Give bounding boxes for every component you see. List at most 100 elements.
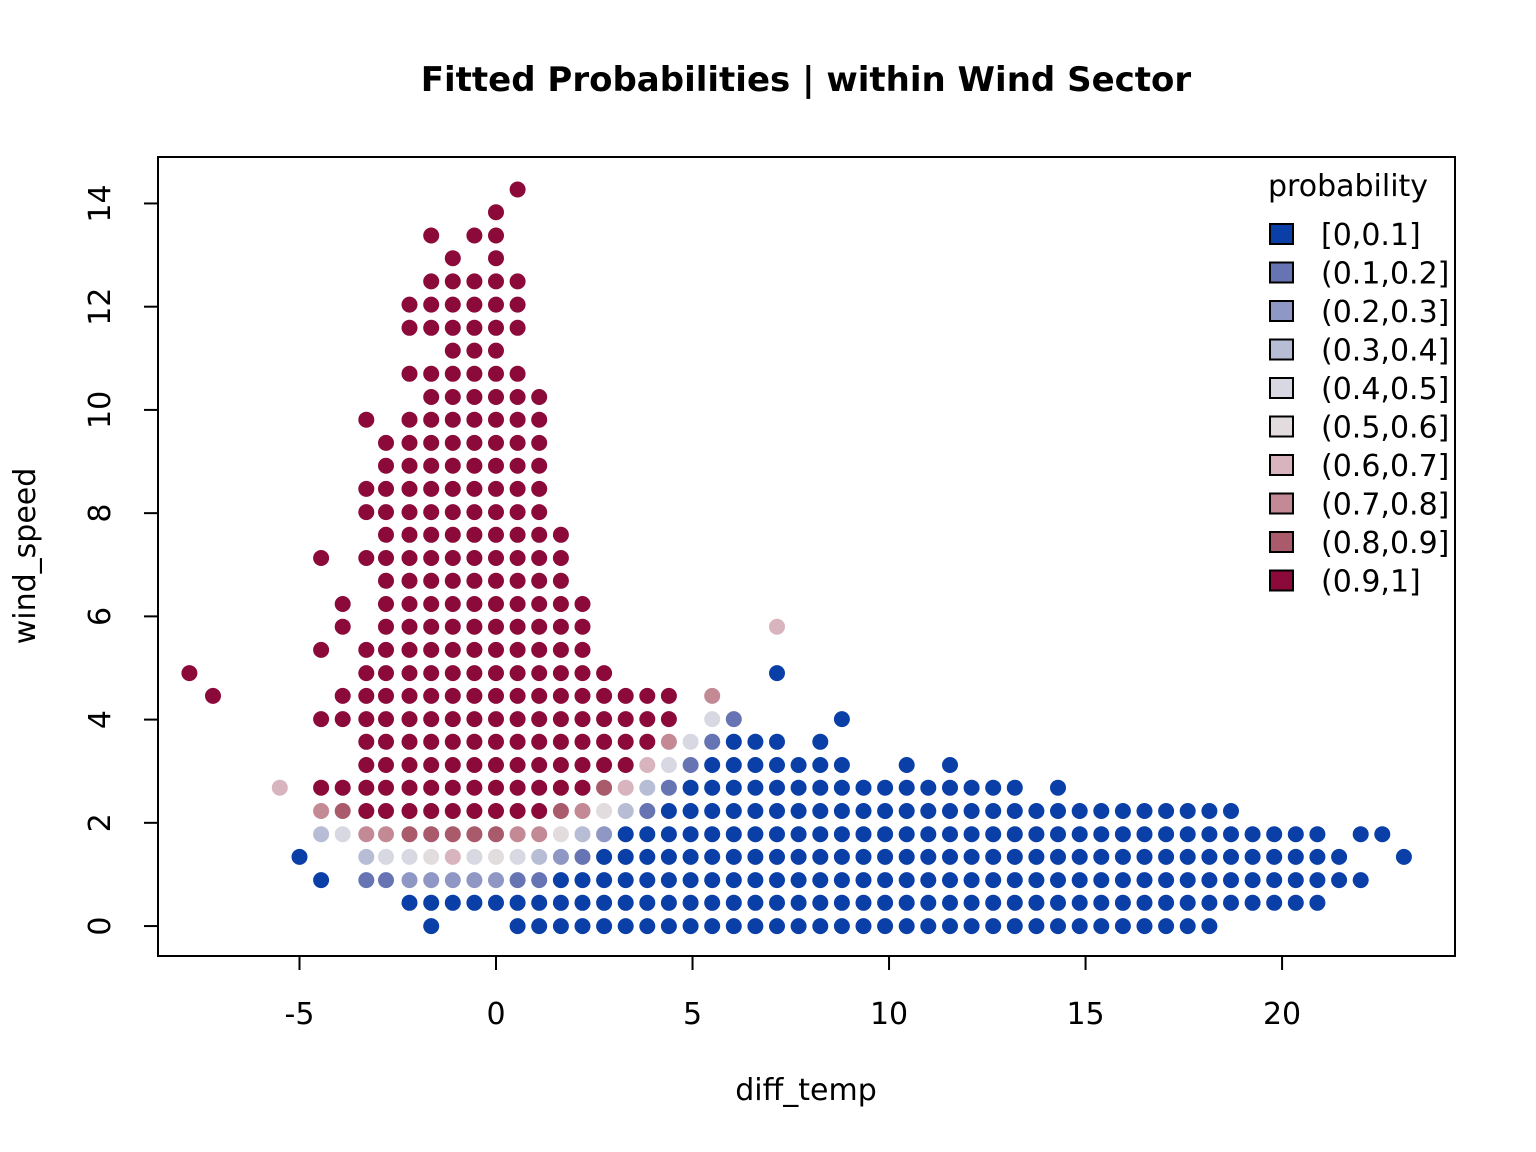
- data-point: [574, 872, 591, 889]
- data-point: [1244, 872, 1261, 889]
- data-point: [1201, 803, 1218, 819]
- data-point: [488, 250, 504, 267]
- data-point: [790, 848, 807, 865]
- data-point: [466, 711, 483, 728]
- data-point: [942, 894, 958, 911]
- data-point: [725, 894, 742, 911]
- data-point: [1136, 826, 1153, 843]
- data-point: [1244, 894, 1261, 911]
- data-point: [1050, 894, 1066, 911]
- data-point: [596, 779, 613, 796]
- data-point: [423, 757, 440, 773]
- data-point: [1352, 872, 1369, 889]
- data-point: [1028, 872, 1045, 889]
- data-point: [378, 711, 394, 728]
- data-point: [466, 365, 483, 382]
- data-point: [444, 273, 461, 290]
- data-point: [488, 641, 504, 658]
- data-point: [531, 434, 548, 451]
- data-point: [877, 848, 894, 865]
- data-point: [552, 596, 569, 612]
- x-axis: -5 0 5 10 15 20: [285, 956, 1301, 1032]
- data-point: [401, 457, 418, 474]
- data-point: [574, 618, 591, 635]
- data-point: [488, 872, 504, 889]
- data-point: [444, 550, 461, 566]
- data-point: [617, 687, 634, 704]
- data-point: [444, 480, 461, 497]
- data-point: [466, 342, 483, 359]
- data-point: [790, 894, 807, 911]
- data-point: [466, 618, 483, 635]
- data-point: [488, 848, 504, 865]
- data-point: [423, 918, 440, 935]
- data-point: [660, 918, 677, 935]
- data-point: [769, 894, 785, 911]
- legend-label: (0.5,0.6]: [1321, 411, 1449, 446]
- data-point: [596, 848, 613, 865]
- data-point: [1179, 918, 1196, 935]
- data-point: [812, 918, 829, 935]
- data-point: [531, 596, 548, 612]
- data-point: [334, 803, 351, 819]
- data-point: [552, 872, 569, 889]
- data-point: [509, 434, 526, 451]
- data-point: [401, 665, 418, 682]
- data-point: [725, 733, 742, 750]
- data-point: [423, 457, 440, 474]
- data-point: [963, 803, 980, 819]
- data-point: [401, 848, 418, 865]
- data-point: [378, 572, 394, 589]
- data-point: [596, 711, 613, 728]
- data-point: [812, 894, 829, 911]
- data-point: [552, 526, 569, 543]
- x-tick-label: 20: [1263, 997, 1301, 1032]
- data-point: [466, 757, 483, 773]
- data-point: [963, 872, 980, 889]
- data-point: [488, 733, 504, 750]
- data-point: [617, 733, 634, 750]
- data-point: [942, 872, 958, 889]
- data-point: [1266, 894, 1283, 911]
- data-point: [552, 665, 569, 682]
- data-point: [444, 848, 461, 865]
- data-point: [531, 572, 548, 589]
- data-point: [920, 779, 937, 796]
- data-point: [444, 894, 461, 911]
- data-point: [509, 618, 526, 635]
- data-point: [963, 894, 980, 911]
- data-point: [747, 872, 764, 889]
- data-point: [444, 526, 461, 543]
- data-point: [1136, 872, 1153, 889]
- data-point: [531, 389, 548, 405]
- data-point: [1309, 894, 1326, 911]
- data-point: [488, 434, 504, 451]
- data-point: [833, 894, 850, 911]
- data-point: [682, 918, 699, 935]
- data-point: [790, 872, 807, 889]
- legend-label: (0.2,0.3]: [1321, 295, 1449, 330]
- data-point: [313, 641, 330, 658]
- data-point: [466, 550, 483, 566]
- data-point: [1201, 872, 1218, 889]
- data-point: [444, 733, 461, 750]
- data-point: [552, 779, 569, 796]
- x-tick-label: 0: [486, 997, 505, 1032]
- data-point: [509, 389, 526, 405]
- data-point: [401, 733, 418, 750]
- data-point: [1136, 918, 1153, 935]
- data-point: [769, 665, 785, 682]
- y-axis-label: wind_speed: [8, 468, 43, 645]
- data-point: [1136, 894, 1153, 911]
- data-point: [423, 687, 440, 704]
- data-point: [334, 687, 351, 704]
- data-point: [358, 687, 375, 704]
- data-point: [466, 596, 483, 612]
- y-tick-label: 4: [83, 710, 118, 729]
- data-point: [488, 504, 504, 521]
- data-point: [790, 757, 807, 773]
- data-point: [920, 894, 937, 911]
- data-point: [378, 457, 394, 474]
- data-point: [855, 872, 872, 889]
- data-point: [985, 803, 1002, 819]
